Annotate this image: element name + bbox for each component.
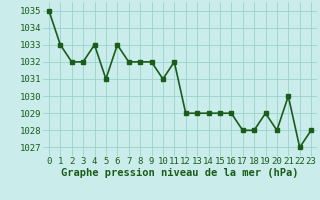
X-axis label: Graphe pression niveau de la mer (hPa): Graphe pression niveau de la mer (hPa) <box>61 168 299 178</box>
